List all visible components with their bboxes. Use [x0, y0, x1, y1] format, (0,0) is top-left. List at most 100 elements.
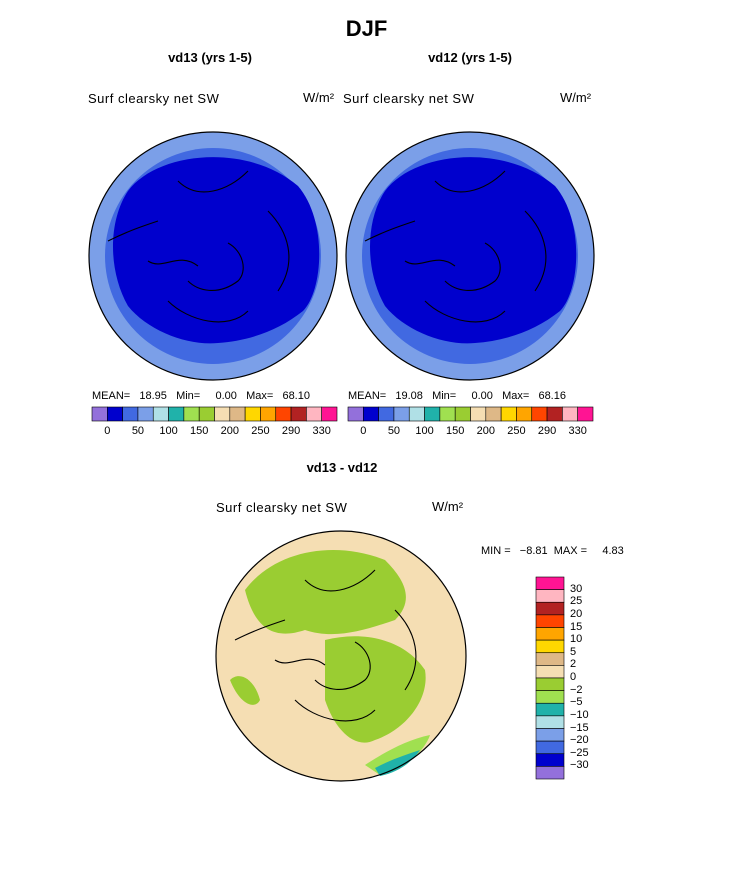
- colorbar-tick-label: −2: [570, 683, 583, 696]
- colorbar-swatch: [535, 753, 565, 767]
- colorbar-swatch: [214, 406, 231, 422]
- colorbar-tick-label: 5: [570, 645, 577, 658]
- colorbar-swatch: [198, 406, 215, 422]
- colorbar-swatch: [137, 406, 154, 422]
- colorbar-swatch: [91, 406, 108, 422]
- colorbar-tick-label: 100: [415, 425, 434, 437]
- colorbar-swatch: [535, 627, 565, 641]
- panel2-units: W/m²: [560, 90, 592, 105]
- panel1-map: [88, 131, 338, 381]
- diff-minmax: MIN = −8.81 MAX = 4.83: [481, 545, 624, 557]
- colorbar-swatch: [535, 652, 565, 666]
- colorbar-tick-label: −5: [570, 696, 583, 709]
- colorbar-tick-label: 330: [312, 425, 331, 437]
- colorbar-tick-label: 330: [568, 425, 587, 437]
- colorbar-tick-label: 50: [387, 425, 401, 437]
- colorbar-tick-label: −20: [570, 734, 589, 747]
- colorbar-swatch: [363, 406, 379, 422]
- colorbar-swatch: [535, 639, 565, 654]
- colorbar-swatch: [535, 614, 565, 628]
- colorbar-swatch: [535, 728, 565, 742]
- colorbar-swatch: [500, 406, 517, 422]
- colorbar-tick-label: 30: [570, 582, 583, 595]
- colorbar-swatch: [535, 740, 565, 755]
- colorbar-swatch: [378, 406, 395, 422]
- colorbar-swatch: [122, 406, 139, 422]
- colorbar-swatch: [439, 406, 456, 422]
- colorbar-tick-label: 20: [570, 607, 583, 620]
- colorbar-tick-label: 200: [220, 425, 239, 437]
- colorbar-swatch: [290, 406, 307, 422]
- colorbar-swatch: [485, 406, 502, 422]
- colorbar-swatch: [535, 576, 565, 590]
- diff-subtitle: vd13 - vd12: [306, 460, 378, 475]
- colorbar-tick-label: 25: [570, 595, 583, 608]
- diff-map: [215, 530, 467, 782]
- colorbar-swatch: [260, 406, 277, 422]
- diff-field-label: Surf clearsky net SW: [216, 500, 348, 515]
- panel2-colorbar-labels: 0 50 100 150 200 250 290 330: [348, 425, 593, 439]
- panel1-colorbar: [91, 406, 338, 422]
- panel1-colorbar-labels: 0 50 100 150 200 250 290 330: [92, 425, 337, 439]
- colorbar-swatch: [321, 406, 338, 422]
- colorbar-tick-label: 0: [360, 425, 367, 437]
- colorbar-swatch: [275, 406, 292, 422]
- colorbar-tick-label: −15: [570, 721, 589, 734]
- colorbar-tick-label: 290: [537, 425, 557, 437]
- colorbar-tick-label: 0: [570, 671, 577, 683]
- colorbar-swatch: [546, 406, 563, 422]
- colorbar-tick-label: 150: [190, 425, 209, 437]
- colorbar-swatch: [168, 406, 185, 422]
- colorbar-swatch: [531, 406, 548, 422]
- colorbar-swatch: [535, 766, 565, 780]
- colorbar-swatch: [535, 702, 565, 717]
- colorbar-swatch: [152, 406, 169, 422]
- colorbar-swatch: [535, 665, 565, 679]
- colorbar-swatch: [535, 690, 565, 704]
- colorbar-swatch: [535, 589, 565, 603]
- colorbar-tick-label: 100: [159, 425, 178, 437]
- colorbar-swatch: [183, 406, 200, 422]
- colorbar-tick-label: 290: [281, 425, 301, 437]
- colorbar-tick-label: 150: [446, 425, 465, 437]
- colorbar-swatch: [454, 406, 471, 422]
- colorbar-tick-label: 50: [131, 425, 145, 437]
- colorbar-tick-label: 2: [570, 658, 577, 671]
- colorbar-swatch: [306, 406, 322, 422]
- colorbar-swatch: [470, 406, 487, 422]
- colorbar-swatch: [577, 406, 594, 422]
- colorbar-tick-label: 0: [104, 425, 111, 437]
- panel2-field-label: Surf clearsky net SW: [343, 91, 475, 106]
- diff-units: W/m²: [432, 499, 464, 514]
- colorbar-swatch: [107, 406, 123, 422]
- colorbar-swatch: [229, 406, 246, 422]
- panel2-stats: MEAN= 19.08 Min= 0.00 Max= 68.16: [348, 390, 566, 402]
- colorbar-tick-label: 10: [570, 633, 583, 646]
- colorbar-tick-label: −25: [570, 746, 589, 759]
- colorbar-swatch: [535, 677, 565, 691]
- colorbar-swatch: [516, 406, 533, 422]
- colorbar-tick-label: 250: [507, 425, 526, 437]
- colorbar-swatch: [347, 406, 364, 422]
- colorbar-tick-label: −10: [570, 708, 589, 721]
- colorbar-tick-label: 250: [251, 425, 270, 437]
- panel2-colorbar: [347, 406, 594, 422]
- panel2-subtitle: vd12 (yrs 1-5): [428, 50, 512, 65]
- colorbar-tick-label: 200: [476, 425, 495, 437]
- diff-colorbar-labels: 30 25 20 15 10 5 2 0 −2 −5 −10 −15 −20 −25 −30: [570, 577, 610, 779]
- panel1-field-label: Surf clearsky net SW: [88, 91, 220, 106]
- panel1-subtitle: vd13 (yrs 1-5): [168, 50, 252, 65]
- panel1-stats: MEAN= 18.95 Min= 0.00 Max= 68.10: [92, 390, 310, 402]
- colorbar-tick-label: −30: [570, 759, 589, 772]
- colorbar-swatch: [562, 406, 578, 422]
- colorbar-swatch: [535, 601, 565, 616]
- figure-title: DJF: [345, 16, 388, 41]
- colorbar-swatch: [244, 406, 261, 422]
- colorbar-swatch: [408, 406, 425, 422]
- colorbar-swatch: [393, 406, 410, 422]
- colorbar-swatch: [535, 715, 565, 729]
- diff-colorbar: [535, 576, 565, 780]
- panel1-units: W/m²: [303, 90, 335, 105]
- colorbar-tick-label: 15: [570, 620, 583, 633]
- colorbar-swatch: [424, 406, 441, 422]
